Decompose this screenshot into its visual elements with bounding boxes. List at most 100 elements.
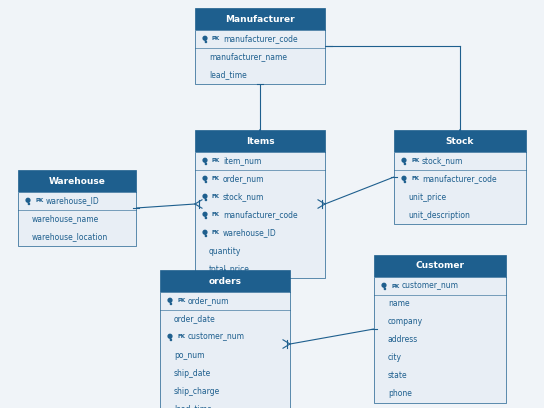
Bar <box>195 188 325 206</box>
Bar <box>205 217 206 218</box>
Text: item_num: item_num <box>223 157 261 166</box>
Text: name: name <box>388 299 410 308</box>
Circle shape <box>168 334 172 338</box>
Bar <box>374 367 506 385</box>
Bar <box>374 277 506 295</box>
Bar <box>205 232 206 235</box>
Bar <box>205 160 206 164</box>
Bar <box>28 202 29 203</box>
Text: Items: Items <box>246 137 274 146</box>
Text: unit_price: unit_price <box>408 193 446 202</box>
Text: po_num: po_num <box>174 350 205 359</box>
Bar <box>170 302 171 303</box>
Bar <box>374 295 506 313</box>
Text: PK: PK <box>212 158 220 164</box>
Bar <box>195 206 325 224</box>
Bar <box>374 277 506 403</box>
Bar <box>404 162 405 163</box>
Bar <box>394 170 526 188</box>
Text: FK: FK <box>212 195 220 200</box>
Bar <box>394 188 526 206</box>
Bar <box>160 310 290 328</box>
Bar <box>195 130 325 152</box>
Text: city: city <box>388 353 402 362</box>
Bar <box>394 152 526 224</box>
Bar <box>160 328 290 346</box>
Text: PK: PK <box>411 158 419 164</box>
Text: order_date: order_date <box>174 315 216 324</box>
Text: manufacturer_code: manufacturer_code <box>422 175 497 184</box>
Bar <box>160 364 290 382</box>
Text: quantity: quantity <box>209 246 242 255</box>
Circle shape <box>203 231 207 234</box>
Bar <box>195 152 325 278</box>
Bar <box>374 385 506 403</box>
Text: manufacturer_name: manufacturer_name <box>209 53 287 62</box>
Bar <box>374 255 506 277</box>
Circle shape <box>382 283 386 287</box>
Circle shape <box>26 198 30 202</box>
Bar <box>195 260 325 278</box>
Text: FK: FK <box>212 177 220 182</box>
Bar <box>374 313 506 331</box>
Text: ship_charge: ship_charge <box>174 386 220 395</box>
Text: PK: PK <box>391 284 399 288</box>
Circle shape <box>203 36 207 40</box>
Text: FK: FK <box>411 177 419 182</box>
Bar <box>374 349 506 367</box>
Circle shape <box>168 298 172 302</box>
Bar <box>205 180 206 181</box>
Bar <box>394 130 526 152</box>
Bar <box>404 180 405 181</box>
Text: lead_time: lead_time <box>209 71 247 80</box>
Text: customer_num: customer_num <box>188 333 245 341</box>
Bar <box>394 152 526 170</box>
Text: Warehouse: Warehouse <box>48 177 106 186</box>
Bar <box>160 382 290 400</box>
Bar <box>195 152 325 170</box>
Bar <box>384 288 385 289</box>
Bar <box>205 178 206 182</box>
Text: phone: phone <box>388 390 412 399</box>
Text: total_price: total_price <box>209 264 250 273</box>
Bar <box>205 162 206 163</box>
Bar <box>160 292 290 408</box>
Bar <box>160 400 290 408</box>
Bar <box>374 331 506 349</box>
Circle shape <box>203 212 207 216</box>
Text: orders: orders <box>208 277 242 286</box>
Bar <box>205 40 206 41</box>
Bar <box>195 242 325 260</box>
Text: Manufacturer: Manufacturer <box>225 15 295 24</box>
Text: warehouse_ID: warehouse_ID <box>223 228 277 237</box>
Bar <box>18 210 136 228</box>
Bar <box>18 228 136 246</box>
Text: stock_num: stock_num <box>223 193 264 202</box>
Text: manufacturer_code: manufacturer_code <box>223 211 298 220</box>
Text: stock_num: stock_num <box>422 157 463 166</box>
Text: PK: PK <box>212 36 220 42</box>
Bar <box>160 270 290 292</box>
Bar <box>195 8 325 30</box>
Text: FK: FK <box>177 335 185 339</box>
Text: warehouse_ID: warehouse_ID <box>46 197 100 206</box>
Bar <box>195 170 325 188</box>
Text: manufacturer_code: manufacturer_code <box>223 35 298 44</box>
Bar <box>18 192 136 210</box>
Bar <box>195 30 325 84</box>
Text: order_num: order_num <box>223 175 264 184</box>
Bar <box>18 192 136 246</box>
Bar <box>404 163 405 164</box>
Bar <box>205 196 206 200</box>
Bar <box>195 48 325 66</box>
Text: FK: FK <box>212 231 220 235</box>
Text: address: address <box>388 335 418 344</box>
Circle shape <box>203 194 207 198</box>
Circle shape <box>402 176 406 180</box>
Bar <box>195 224 325 242</box>
Text: Customer: Customer <box>416 262 465 271</box>
Circle shape <box>402 158 406 162</box>
Bar <box>195 66 325 84</box>
Circle shape <box>203 158 207 162</box>
Bar <box>170 339 171 340</box>
